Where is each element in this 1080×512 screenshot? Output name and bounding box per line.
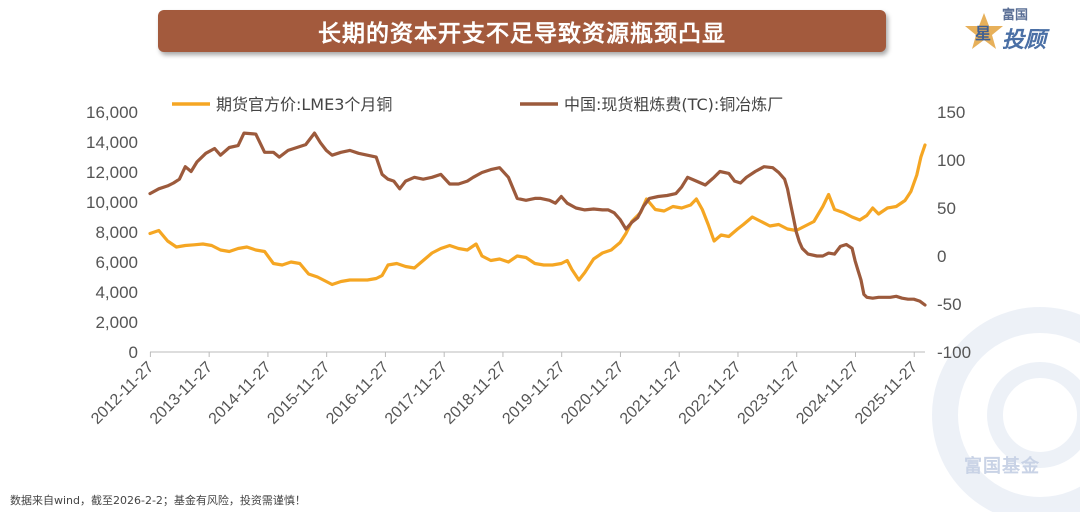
y-right-tick-label: 150 [937, 103, 965, 122]
y-right-tick-label: -50 [937, 295, 962, 314]
x-tick-label: 2023-11-27 [735, 359, 804, 428]
chart-title-banner: 长期的资本开支不足导致资源瓶颈凸显 [158, 10, 886, 52]
y-left-tick-label: 6,000 [95, 253, 138, 272]
fuguo-advisor-logo: 星 富国 投顾 [962, 4, 1074, 56]
y-right-tick-label: -100 [937, 343, 971, 362]
x-tick-label: 2015-11-27 [264, 359, 333, 428]
x-tick-label: 2012-11-27 [88, 359, 157, 428]
y-left-tick-label: 12,000 [86, 163, 138, 182]
y-right-tick-label: 0 [937, 247, 946, 266]
watermark-ring-icon [932, 307, 1080, 512]
y-right-tick-label: 50 [937, 199, 956, 218]
logo-big-text: 投顾 [1002, 28, 1047, 53]
chart-title: 长期的资本开支不足导致资源瓶颈凸显 [318, 21, 726, 47]
star-logo-icon: 星 [965, 13, 1003, 49]
logo-star-char: 星 [975, 24, 991, 43]
logo-small-text: 富国 [1002, 8, 1029, 23]
x-tick-label: 2019-11-27 [499, 359, 568, 428]
y-left-tick-label: 0 [129, 343, 138, 362]
x-tick-label: 2024-11-27 [793, 359, 862, 428]
x-tick-label: 2013-11-27 [147, 359, 216, 428]
series-layer [148, 131, 927, 307]
watermark-text: 富国基金 [964, 456, 1040, 477]
x-tick-label: 2016-11-27 [323, 359, 392, 428]
y-left-tick-label: 16,000 [86, 103, 138, 122]
y-left-tick-label: 8,000 [95, 223, 138, 242]
legend-label: 中国:现货粗炼费(TC):铜冶炼厂 [564, 95, 783, 114]
y-left-tick-label: 4,000 [95, 283, 138, 302]
chart-legend: 期货官方价:LME3个月铜 中国:现货粗炼费(TC):铜冶炼厂 [172, 95, 783, 114]
x-tick-label: 2018-11-27 [441, 359, 510, 428]
y-left-tick-label: 2,000 [95, 313, 138, 332]
y-right-tick-label: 100 [937, 151, 965, 170]
lme-copper-price-line [148, 143, 927, 287]
x-tick-label: 2017-11-27 [382, 359, 451, 428]
x-tick-label: 2025-11-27 [852, 359, 921, 428]
legend-label: 期货官方价:LME3个月铜 [216, 95, 392, 114]
x-tick-label: 2014-11-27 [206, 359, 275, 428]
x-tick-label: 2020-11-27 [558, 359, 627, 428]
x-tick-label: 2021-11-27 [617, 359, 686, 428]
y-left-tick-label: 14,000 [86, 133, 138, 152]
tc-smelting-fee-line [148, 131, 927, 307]
y-left-tick-label: 10,000 [86, 193, 138, 212]
footer-note: 数据来自wind，截至2026-2-2；基金有风险，投资需谨慎！ [10, 494, 306, 507]
x-tick-label: 2022-11-27 [676, 359, 745, 428]
